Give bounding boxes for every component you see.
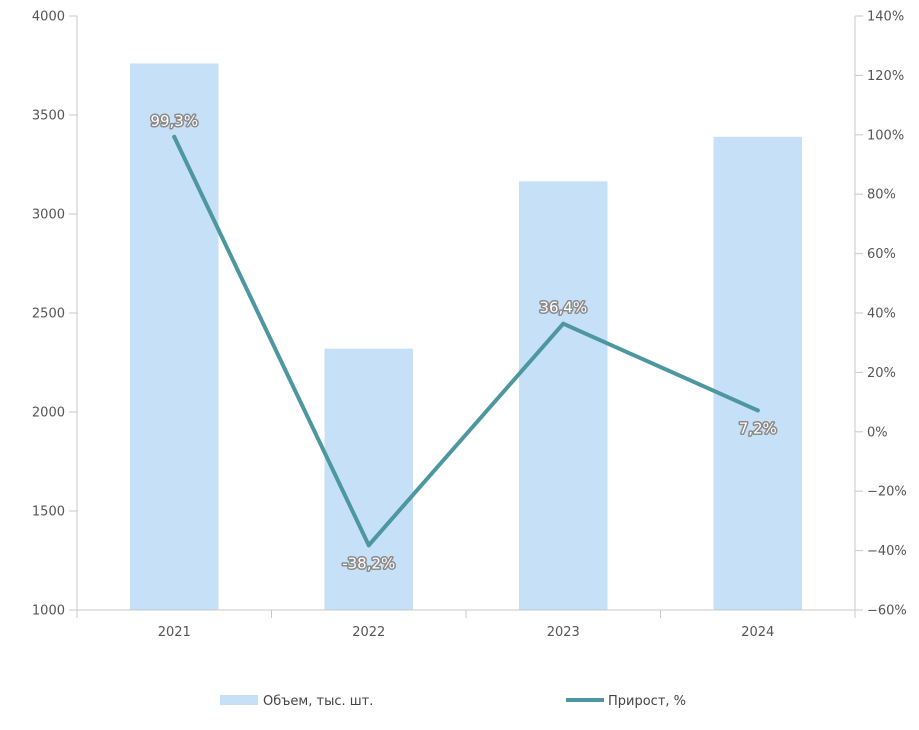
bar-2024 <box>713 136 802 610</box>
legend-line-label: Прирост, % <box>608 694 686 709</box>
y-right-tick-label: −60% <box>867 604 907 619</box>
y-right-tick-label: 60% <box>867 247 896 262</box>
data-labels-group: 99,3% -38,2% 36,4% 7,2% <box>149 110 778 573</box>
y-left-tick-label: 3000 <box>32 208 65 223</box>
y-right-tick-label: 120% <box>867 69 904 84</box>
y-left-tick-label: 2500 <box>32 307 65 322</box>
y-right-tick-label: 100% <box>867 128 904 143</box>
x-tick-label: 2022 <box>352 625 385 640</box>
growth-point-2022 <box>366 543 371 548</box>
y-right-tick-label: 80% <box>867 188 896 203</box>
growth-point-2021 <box>172 134 177 139</box>
data-label-2022: -38,2% <box>342 554 395 572</box>
x-tick-label: 2021 <box>158 625 191 640</box>
y-right-tick-label: 20% <box>867 366 896 381</box>
line-series-group <box>172 134 760 548</box>
growth-point-2024 <box>755 408 760 413</box>
legend-bar-swatch <box>220 695 258 705</box>
y-right-tick-label: 0% <box>867 425 888 440</box>
data-label-2023: 36,4% <box>539 299 587 317</box>
y-left-tick-label: 2000 <box>32 406 65 421</box>
y-right-tick-label: 140% <box>867 10 904 25</box>
y-left-tick-label: 1500 <box>32 505 65 520</box>
y-left-tick-label: 4000 <box>32 10 65 25</box>
legend: Объем, тыс. шт. Прирост, % <box>220 694 686 709</box>
x-tick-label: 2023 <box>547 625 580 640</box>
data-label-2021: 99,3% <box>150 112 198 130</box>
growth-line <box>172 134 760 548</box>
y-left-tick-label: 1000 <box>32 604 65 619</box>
bar-2021 <box>130 63 219 610</box>
legend-bar-label: Объем, тыс. шт. <box>263 694 373 709</box>
y-right-tick-label: −40% <box>867 544 907 559</box>
y-left-tick-label: 3500 <box>32 109 65 124</box>
data-label-2024: 7,2% <box>739 419 777 437</box>
axes-group: 1000 1500 2000 2500 3000 3500 4000 −60% −40% −20%… <box>32 10 907 641</box>
y-right-tick-label: −20% <box>867 485 907 500</box>
bar-2023 <box>519 181 608 610</box>
bars-group <box>130 63 802 610</box>
growth-point-2023 <box>561 321 566 326</box>
x-tick-label: 2024 <box>741 625 774 640</box>
y-right-tick-label: 40% <box>867 307 896 322</box>
